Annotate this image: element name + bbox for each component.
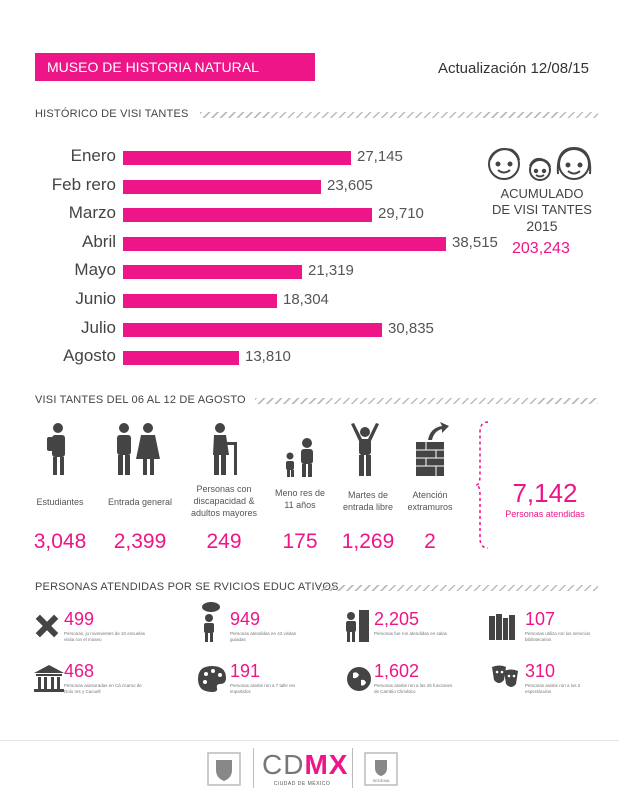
bar (123, 151, 351, 165)
palette-icon (198, 666, 226, 692)
category-label-discapacidad: Personas con discapacidad & adultos mayo… (190, 484, 258, 518)
section-divider (318, 585, 598, 591)
edu-desc-asesorados: Personas asesoradas en Cá ricamo de Dolo… (64, 683, 142, 694)
bar-value-label: 38,515 (452, 233, 498, 251)
acumulado-year: 2015 (526, 218, 558, 234)
bar (123, 351, 239, 366)
edu-desc-espectaculos: Personas asistie ron a los 2 espectáculo… (525, 683, 581, 694)
month-label: Marzo (68, 203, 116, 223)
child-icon (286, 438, 313, 477)
elder-icon (213, 423, 237, 475)
footer-divider (0, 740, 619, 741)
tools-icon (35, 614, 59, 638)
bar-value-label: 30,835 (388, 319, 434, 337)
cdmx-logo-mx: MX (304, 749, 349, 780)
category-label-extramuros: Atención extramuros (407, 490, 453, 512)
total-visitors-value: 7,142 (512, 478, 578, 508)
books-icon (489, 614, 515, 640)
category-value-discapacidad: 249 (206, 530, 242, 553)
outreach-wall-icon (416, 422, 449, 476)
edu-desc-escuelas: Personas, jo rovenientes de 10 escuelas … (64, 631, 146, 642)
edu-value-espectaculos: 310 (525, 661, 556, 681)
bar (123, 179, 321, 194)
category-label-menores: Meno res de 11 años (274, 488, 326, 510)
bar (123, 294, 277, 308)
edu-desc-talleres: Personas asistie ron a 7 talle res impar… (230, 683, 296, 694)
month-label: Feb rero (51, 174, 116, 194)
sedema-label: SEDEMA (372, 778, 390, 783)
sedema-logo (364, 752, 398, 786)
category-value-extramuros: 2 (424, 530, 436, 553)
edu-value-biblioteca: 107 (525, 609, 556, 629)
couple-icon (117, 423, 160, 475)
bar-value-label: 27,145 (357, 148, 403, 165)
edu-value-salas: 2,205 (374, 609, 420, 629)
globe-icon (347, 667, 371, 691)
section-divider (255, 398, 598, 404)
edu-value-visitas-guiadas: 949 (230, 609, 261, 629)
edu-desc-visitas-guiadas: Personas atendidas en 43 visitas guiadas (230, 631, 297, 642)
acumulado-line2: DE VISI TANTES (492, 202, 592, 217)
family-faces-icon (488, 146, 592, 181)
footer-separator (352, 748, 353, 788)
museum-title-banner: MUSEO DE HISTORIA NATURAL (35, 53, 315, 81)
bar-value-label: 18,304 (283, 291, 329, 308)
cdmx-subtitle: CIUDAD DE MÉXICO (273, 781, 331, 787)
bar (123, 208, 372, 223)
monthly-visitors-chart: Enero 27,145 Feb rero 23,605 Marzo 29,710 Abri… (0, 0, 619, 380)
edu-value-asesorados: 468 (64, 661, 95, 681)
month-label: Enero (70, 146, 116, 165)
category-value-menores: 175 (282, 530, 318, 553)
bar (123, 322, 382, 337)
category-label-estudiantes: Estudiantes (36, 497, 84, 507)
category-value-general: 2,399 (113, 530, 167, 553)
cdmx-logo: CDMX (262, 750, 348, 780)
month-label: Junio (75, 289, 116, 308)
bar-value-label: 29,710 (378, 205, 424, 223)
brace-divider (476, 421, 489, 549)
category-value-martes: 1,269 (341, 530, 395, 553)
museum-building-icon (34, 665, 64, 692)
bar (123, 265, 302, 280)
footer-separator (253, 748, 254, 788)
free-entry-icon (351, 423, 379, 476)
student-icon (47, 423, 65, 475)
educativos-title: PERSONAS ATENDIDAS POR SE RVICIOS EDUC A… (35, 581, 339, 593)
month-label: Agosto (63, 346, 116, 366)
edu-value-escuelas: 499 (64, 609, 95, 629)
historico-title: HISTÓRICO DE VISI TANTES (35, 108, 189, 120)
bar (123, 236, 446, 251)
category-label-martes: Martes de entrada libre (342, 490, 394, 512)
edu-value-cambio-climatico: 1,602 (374, 661, 420, 681)
edu-desc-biblioteca: Personas utiliza ron los servicios bibli… (525, 631, 591, 642)
edu-desc-salas: Personas fue ron atendidas en salas (374, 631, 448, 636)
bar-value-label: 21,319 (308, 262, 354, 280)
category-value-estudiantes: 3,048 (33, 530, 87, 553)
month-label: Julio (81, 317, 116, 337)
month-label: Abril (81, 231, 116, 251)
month-label: Mayo (74, 260, 116, 280)
theater-masks-icon (492, 665, 518, 687)
total-visitors-label: Personas atendidas (505, 509, 585, 519)
cdmx-logo-cd: CD (262, 749, 305, 780)
section-divider (200, 112, 598, 118)
category-label-general: Entrada general (107, 497, 173, 507)
bar-value-label: 13,810 (245, 348, 291, 366)
update-date: Actualización 12/08/15 (438, 60, 589, 77)
attendant-icon (346, 610, 369, 642)
acumulado-line1: ACUMULADO (500, 186, 584, 201)
edu-desc-cambio-climatico: Personas asistie ron a las 26 funciones … (374, 683, 453, 694)
bar-value-label: 23,605 (327, 176, 373, 194)
edu-value-talleres: 191 (230, 661, 261, 681)
acumulado-value: 203,243 (512, 240, 570, 257)
guide-icon (202, 602, 220, 642)
coat-of-arms-logo (207, 752, 241, 786)
semana-title: VISI TANTES DEL 06 AL 12 DE AGOSTO (35, 394, 246, 406)
